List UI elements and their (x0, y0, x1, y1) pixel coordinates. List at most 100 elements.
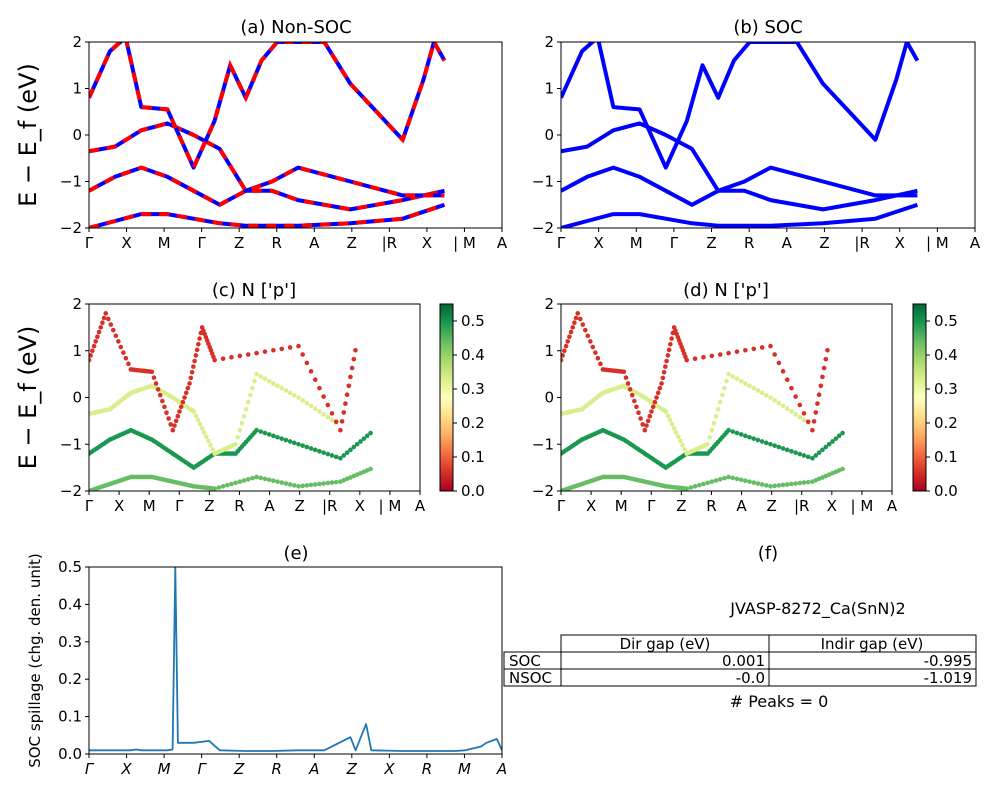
band-point (149, 369, 155, 375)
band-point (688, 485, 694, 490)
band-point (262, 476, 268, 482)
band-point (793, 450, 798, 455)
band-point (636, 410, 641, 415)
y-tick-label: 2 (72, 33, 82, 51)
band-point (784, 447, 790, 453)
band-point (772, 443, 777, 448)
band-point (701, 354, 706, 360)
band-point (738, 378, 744, 384)
band-point (192, 358, 197, 364)
band-point (354, 441, 360, 447)
band-point (692, 484, 698, 489)
band-point (805, 479, 811, 485)
band-point (279, 385, 285, 391)
band-point (650, 404, 656, 410)
band-point (123, 355, 129, 361)
band-point (103, 311, 109, 316)
x-tick-label: Z (347, 234, 357, 252)
band-point (734, 476, 740, 482)
band-point (220, 484, 226, 489)
band-point (351, 444, 357, 450)
band-point (751, 385, 757, 391)
table-row-label: NSOC (509, 669, 552, 687)
band-point (91, 343, 97, 349)
band-point (279, 346, 285, 352)
band-point (801, 480, 807, 485)
band-point (784, 406, 790, 412)
band-point (271, 478, 276, 484)
band-point (789, 409, 794, 414)
band-point (245, 399, 251, 405)
band-point (243, 406, 249, 412)
y-tick-label: 0 (544, 389, 554, 407)
band-point (734, 430, 740, 436)
band-point (191, 409, 197, 414)
band-point (655, 390, 661, 396)
band-point (724, 378, 729, 384)
y-tick-label: 0.2 (58, 670, 82, 688)
colorbar-tick-label: 0.5 (461, 312, 485, 330)
x-tick-label: | M (379, 497, 402, 515)
band-point (262, 349, 268, 354)
colorbar-tick-label: 0.3 (461, 380, 485, 398)
band-point (776, 444, 782, 450)
panel-e: (e) 0.0 0.1 0.2 0.3 0.4 0.5 Γ X M Γ Z R A Z X R M A SOC sp… (26, 543, 507, 778)
band-point (254, 350, 259, 356)
table-cell-dir: -0.0 (736, 669, 765, 687)
band-point (823, 444, 829, 450)
peaks-count: # Peaks = 0 (730, 692, 829, 711)
band-point (583, 327, 588, 333)
y-tick-label: 1 (544, 342, 554, 360)
band-point (325, 451, 331, 457)
y-tick-label: −1 (532, 173, 554, 191)
band-point (825, 347, 830, 353)
x-tick-label: Γ (85, 760, 95, 778)
band-point (730, 475, 736, 481)
band-point (743, 347, 748, 353)
band-point (726, 474, 731, 480)
band-point (317, 481, 322, 487)
band-point (248, 392, 253, 398)
band-point (652, 399, 658, 405)
band-point (126, 361, 131, 367)
y-axis-label: E − E_f (eV) (14, 326, 42, 470)
table-row-label: SOC (509, 652, 541, 670)
band-point (570, 325, 576, 330)
band-point (254, 427, 259, 433)
band-point (747, 383, 752, 389)
panel-c: (c) N ['p'] −2 −1 0 1 2 Γ X M Γ Z R A Z |R X | M A E − E_… (14, 280, 485, 515)
band-point (116, 339, 121, 344)
band-point (730, 429, 736, 434)
band-point (734, 376, 740, 382)
band-point (343, 401, 348, 406)
band-point (275, 383, 280, 389)
x-tick-label: A (496, 760, 507, 778)
band-line (89, 567, 502, 752)
band-point (747, 434, 752, 440)
x-tick-label: R (272, 234, 282, 252)
band-point (562, 348, 567, 354)
band-point (173, 418, 179, 424)
band-point (640, 422, 646, 427)
band-point (364, 433, 370, 439)
band-point (585, 333, 591, 339)
band-point (738, 432, 744, 437)
x-tick-label: |R (854, 234, 869, 252)
band-point (266, 432, 272, 437)
band-point (821, 365, 827, 371)
band-point (726, 350, 731, 356)
band-point (283, 481, 289, 486)
x-tick-label: Z (234, 234, 244, 252)
x-tick-label: M (158, 760, 171, 778)
y-tick-label: 0.0 (58, 745, 82, 763)
band-point (344, 450, 350, 455)
band-point (780, 482, 786, 488)
band-point (108, 322, 114, 327)
band-point (638, 416, 643, 421)
colorbar-tick-label: 0.2 (461, 414, 485, 432)
band-line (89, 121, 445, 198)
y-tick-label: −1 (60, 435, 82, 453)
band-point (317, 448, 322, 454)
band-point (89, 357, 92, 363)
